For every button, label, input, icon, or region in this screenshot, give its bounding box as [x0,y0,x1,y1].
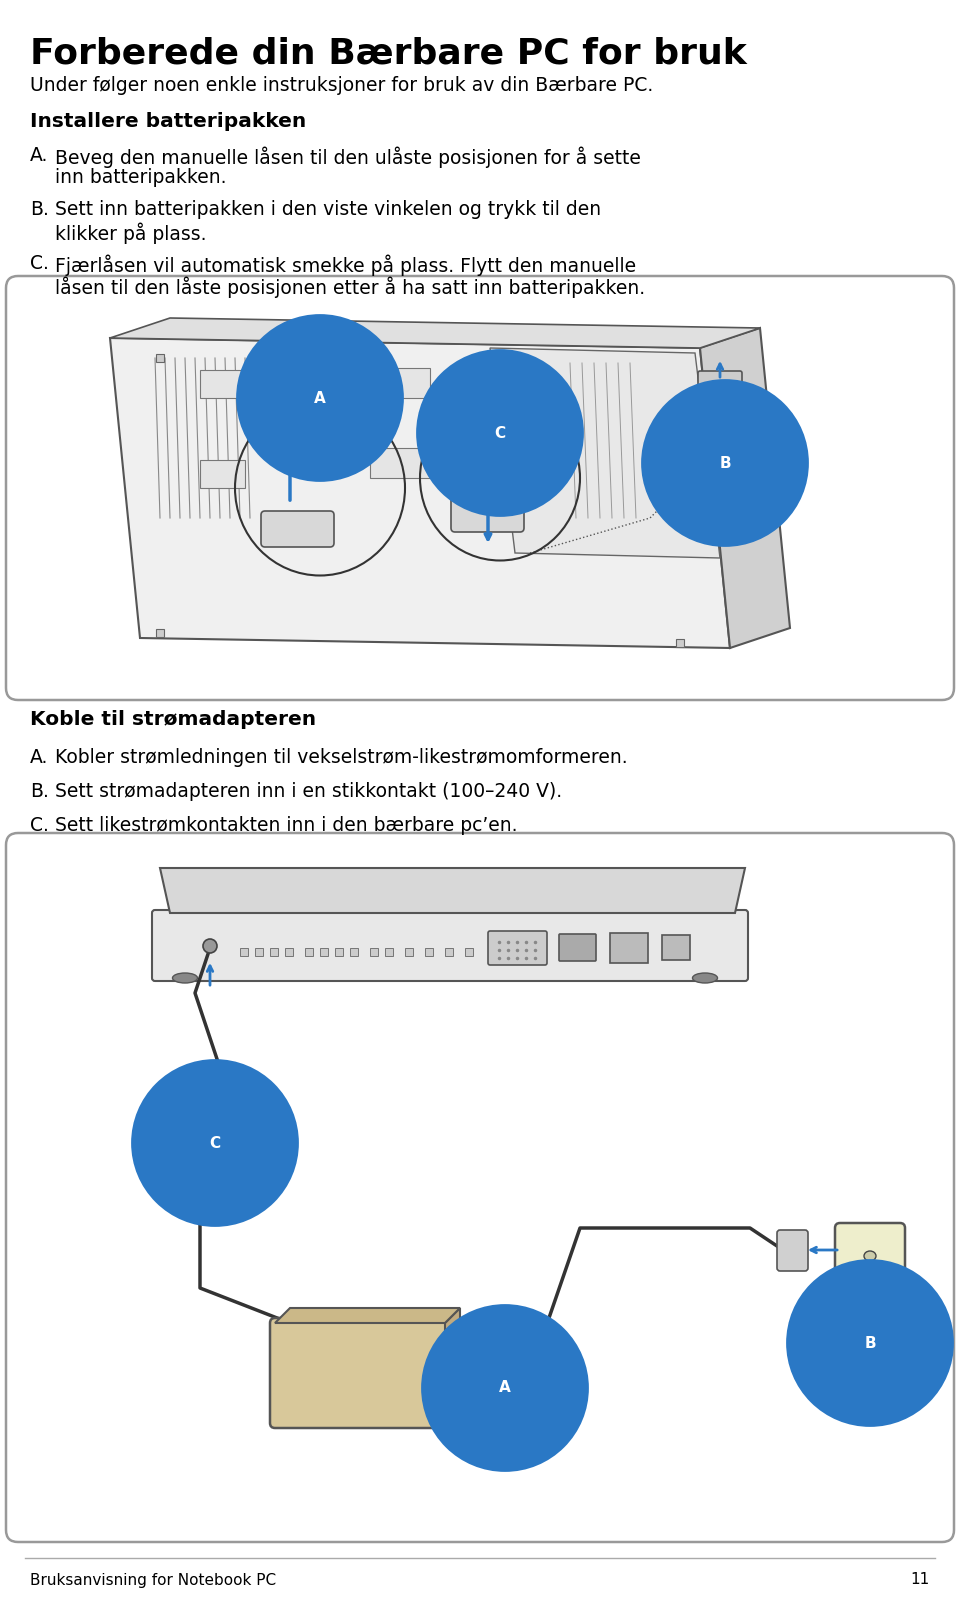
Text: Under følger noen enkle instruksjoner for bruk av din Bærbare PC.: Under følger noen enkle instruksjoner fo… [30,76,653,95]
Polygon shape [160,867,745,913]
Text: inn batteripakken.: inn batteripakken. [55,168,227,188]
Text: B.: B. [30,781,49,801]
Text: Installere batteripakken: Installere batteripakken [30,112,306,131]
FancyBboxPatch shape [261,511,334,547]
Ellipse shape [864,1251,876,1260]
FancyBboxPatch shape [849,1273,861,1304]
Text: klikker på plass.: klikker på plass. [55,222,206,243]
Polygon shape [110,338,730,647]
Text: 11: 11 [911,1573,930,1587]
FancyBboxPatch shape [320,948,328,956]
Text: B: B [864,1335,876,1351]
Ellipse shape [692,972,717,984]
Text: Kobler strømledningen til vekselstrøm-likestrømomformeren.: Kobler strømledningen til vekselstrøm-li… [55,748,628,767]
FancyBboxPatch shape [777,1230,808,1272]
FancyBboxPatch shape [451,497,524,532]
Text: låsen til den låste posisjonen etter å ha satt inn batteripakken.: låsen til den låste posisjonen etter å h… [55,277,645,298]
FancyBboxPatch shape [255,948,263,956]
Polygon shape [110,319,760,348]
FancyBboxPatch shape [676,639,684,647]
FancyBboxPatch shape [6,833,954,1542]
Text: Forberede din Bærbare PC for bruk: Forberede din Bærbare PC for bruk [30,36,747,70]
FancyBboxPatch shape [156,629,164,637]
FancyBboxPatch shape [285,948,293,956]
Text: Bruksanvisning for Notebook PC: Bruksanvisning for Notebook PC [30,1573,276,1587]
FancyBboxPatch shape [270,1319,450,1429]
FancyBboxPatch shape [370,367,430,398]
FancyBboxPatch shape [698,371,742,395]
Text: C: C [209,1136,221,1150]
FancyBboxPatch shape [200,460,245,489]
FancyBboxPatch shape [676,359,684,367]
FancyBboxPatch shape [877,1273,889,1304]
Polygon shape [275,1307,460,1324]
FancyBboxPatch shape [156,354,164,362]
Polygon shape [490,348,720,558]
Text: C.: C. [30,815,49,835]
FancyBboxPatch shape [350,948,358,956]
Text: Beveg den manuelle låsen til den ulåste posisjonen for å sette: Beveg den manuelle låsen til den ulåste … [55,146,641,168]
Text: A: A [499,1380,511,1395]
Text: C: C [494,426,506,440]
Text: B.: B. [30,201,49,218]
Text: Sett strømadapteren inn i en stikkontakt (100–240 V).: Sett strømadapteren inn i en stikkontakt… [55,781,563,801]
FancyBboxPatch shape [370,448,430,477]
FancyBboxPatch shape [465,948,473,956]
FancyBboxPatch shape [193,1191,232,1215]
Text: B: B [719,456,731,471]
FancyBboxPatch shape [6,277,954,701]
FancyBboxPatch shape [305,948,313,956]
Text: Koble til strømadapteren: Koble til strømadapteren [30,710,316,730]
Ellipse shape [180,1196,210,1210]
FancyBboxPatch shape [385,948,393,956]
FancyBboxPatch shape [480,383,540,408]
FancyBboxPatch shape [152,909,748,981]
FancyBboxPatch shape [559,934,596,961]
FancyBboxPatch shape [335,948,343,956]
FancyBboxPatch shape [445,948,453,956]
FancyBboxPatch shape [240,948,248,956]
Polygon shape [700,328,790,647]
Text: Fjærlåsen vil automatisk smekke på plass. Flytt den manuelle: Fjærlåsen vil automatisk smekke på plass… [55,254,636,275]
Polygon shape [445,1307,460,1417]
FancyBboxPatch shape [425,948,433,956]
Text: A.: A. [30,748,48,767]
Ellipse shape [173,972,198,984]
FancyBboxPatch shape [405,948,413,956]
FancyBboxPatch shape [610,934,648,963]
Text: A: A [314,390,325,406]
FancyBboxPatch shape [370,948,378,956]
FancyBboxPatch shape [662,935,690,959]
Text: Sett likestrømkontakten inn i den bærbare pc’en.: Sett likestrømkontakten inn i den bærbar… [55,815,517,835]
Ellipse shape [441,1372,459,1383]
FancyBboxPatch shape [200,371,245,398]
Text: C.: C. [30,254,49,273]
Text: Sett inn batteripakken i den viste vinkelen og trykk til den: Sett inn batteripakken i den viste vinke… [55,201,601,218]
Text: A.: A. [30,146,48,165]
Ellipse shape [203,938,217,953]
FancyBboxPatch shape [488,930,547,964]
FancyBboxPatch shape [270,948,278,956]
FancyBboxPatch shape [835,1223,905,1324]
